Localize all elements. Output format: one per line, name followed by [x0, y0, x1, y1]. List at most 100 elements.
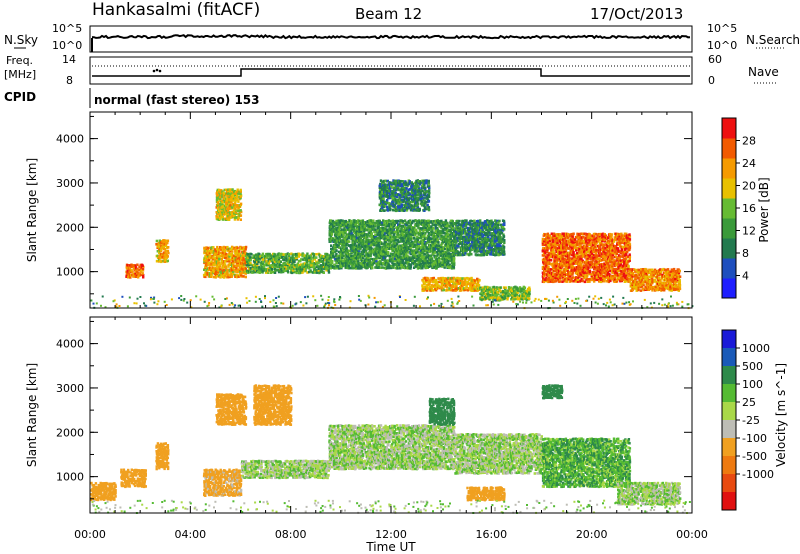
- data-cell: [606, 247, 610, 250]
- data-cell: [447, 259, 450, 263]
- data-cell: [420, 221, 424, 225]
- data-cell: [346, 220, 350, 224]
- data-cell: [606, 271, 610, 274]
- data-cell: [384, 229, 387, 233]
- data-cell: [404, 228, 408, 232]
- data-cell: [335, 253, 338, 256]
- data-cell: [547, 251, 550, 255]
- data-cell: [241, 254, 244, 258]
- data-cell: [564, 266, 568, 269]
- data-cell: [352, 254, 355, 257]
- data-cell: [225, 197, 229, 200]
- data-cell: [387, 266, 391, 270]
- noise-right-label: N.Search: [746, 33, 800, 47]
- data-cell: [543, 278, 547, 281]
- data-cell: [342, 243, 345, 247]
- data-cell: [210, 267, 213, 270]
- data-cell: [338, 267, 341, 270]
- data-cell: [132, 275, 135, 278]
- data-cell: [594, 267, 597, 270]
- data-cell: [333, 267, 336, 270]
- data-cell: [381, 254, 384, 258]
- data-cell: [580, 232, 583, 236]
- data-cell: [358, 235, 361, 239]
- data-cell: [528, 286, 531, 290]
- data-cell: [388, 254, 392, 258]
- data-cell: [358, 263, 361, 266]
- data-cell: [575, 260, 578, 263]
- data-cell: [604, 255, 607, 258]
- data-cell: [406, 254, 409, 257]
- data-cell: [548, 273, 552, 276]
- data-cell: [574, 245, 577, 248]
- data-cell: [426, 221, 429, 225]
- data-cell: [203, 248, 206, 251]
- data-cell: [576, 280, 580, 283]
- nave-tick-top: 60: [708, 53, 722, 66]
- data-cell: [477, 280, 480, 284]
- data-cell: [364, 261, 367, 265]
- data-cell: [439, 231, 442, 235]
- data-cell: [399, 233, 402, 237]
- data-cell: [423, 265, 426, 268]
- data-cell: [589, 243, 592, 247]
- data-cell: [345, 247, 348, 250]
- data-cell: [453, 263, 456, 267]
- data-cell: [369, 257, 373, 261]
- data-cell: [428, 261, 432, 265]
- data-cell: [359, 253, 362, 256]
- data-cell: [472, 278, 475, 282]
- data-cell: [586, 236, 589, 240]
- data-cell: [424, 242, 427, 246]
- data-cell: [379, 261, 383, 264]
- data-cell: [455, 285, 458, 288]
- data-cell: [439, 279, 442, 282]
- data-cell: [374, 233, 377, 236]
- data-cell: [374, 228, 377, 231]
- data-cell: [344, 242, 347, 245]
- data-cell: [245, 256, 248, 259]
- data-cell: [605, 242, 609, 246]
- data-cell: [442, 246, 445, 249]
- data-cell: [501, 289, 505, 293]
- data-cell: [355, 226, 359, 229]
- data-cell: [358, 240, 361, 244]
- data-cell: [403, 224, 407, 227]
- data-cell: [441, 253, 444, 256]
- data-cell: [352, 235, 355, 238]
- data-cell: [573, 269, 576, 272]
- data-cell: [541, 241, 545, 245]
- data-cell: [277, 257, 281, 261]
- data-cell: [205, 262, 208, 265]
- data-cell: [269, 264, 272, 267]
- data-cell: [343, 258, 346, 261]
- data-cell: [270, 258, 274, 262]
- data-cell: [264, 254, 268, 258]
- data-cell: [587, 257, 590, 260]
- data-cell: [560, 271, 564, 275]
- data-cell: [565, 273, 569, 276]
- data-cell: [311, 265, 314, 269]
- data-cell: [226, 272, 229, 275]
- data-cell: [378, 219, 381, 223]
- data-cell: [309, 265, 312, 269]
- data-cell: [267, 262, 270, 265]
- data-cell: [427, 221, 430, 224]
- data-cell: [329, 226, 332, 230]
- data-cell: [330, 261, 334, 265]
- data-cell: [219, 270, 222, 274]
- data-cell: [367, 254, 370, 257]
- data-cell: [259, 270, 262, 274]
- data-cell: [240, 268, 243, 272]
- data-cell: [352, 240, 355, 244]
- data-cell: [546, 256, 549, 259]
- data-cell: [295, 271, 298, 275]
- data-cell: [361, 239, 365, 242]
- data-cell: [571, 237, 574, 241]
- data-cell: [236, 195, 239, 199]
- data-cell: [564, 252, 567, 256]
- data-cell: [369, 221, 372, 224]
- data-cell: [437, 253, 440, 256]
- data-cell: [267, 263, 270, 267]
- data-cell: [354, 253, 357, 256]
